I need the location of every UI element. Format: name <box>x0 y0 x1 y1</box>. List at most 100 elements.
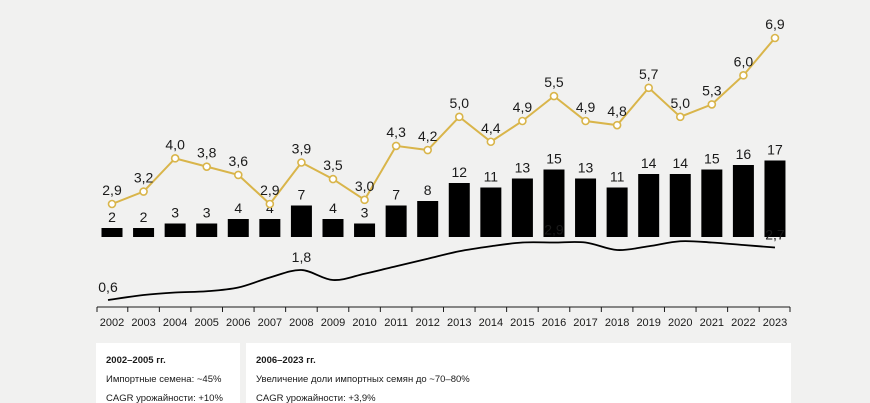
top-series-point <box>549 91 559 101</box>
top-series-label: 4,2 <box>418 128 438 144</box>
top-series-label: 5,0 <box>671 95 691 111</box>
top-series-point <box>423 145 433 155</box>
top-series-label: 5,3 <box>702 82 722 98</box>
top-series-label: 6,0 <box>734 53 754 69</box>
bottom-series-label: 2,7 <box>765 227 785 243</box>
top-series-label: 3,6 <box>229 153 249 169</box>
top-series-point <box>360 195 369 205</box>
bottom-series-label: 1,8 <box>292 249 312 265</box>
top-series-point <box>170 154 180 163</box>
bar-value-label: 3 <box>171 205 179 221</box>
bar-value-label: 15 <box>546 151 562 167</box>
top-series-label: 4,4 <box>481 120 501 136</box>
x-axis-label: 2012 <box>415 317 439 329</box>
top-series-point <box>770 33 780 43</box>
x-axis-label: 2006 <box>226 317 250 329</box>
top-series-label: 5,7 <box>639 66 659 82</box>
bottom-series-curve <box>107 240 776 301</box>
top-series-point <box>297 158 306 167</box>
top-series-point <box>391 141 401 151</box>
x-axis-label: 2010 <box>352 317 376 329</box>
top-series-line <box>111 37 776 206</box>
bar-value-label: 14 <box>672 155 688 171</box>
bars-layer: 223344743781211131513111414151617 <box>101 142 786 237</box>
bar <box>290 205 312 237</box>
x-axis-label: 2013 <box>447 317 471 329</box>
x-axis-label: 2003 <box>131 317 155 329</box>
top-series-point <box>233 170 243 180</box>
x-axis-label: 2019 <box>636 317 660 329</box>
x-axis-label: 2017 <box>573 317 597 329</box>
bottom-series-label: 2,9 <box>544 222 564 238</box>
x-axis-label: 2009 <box>321 317 345 329</box>
top-series-label: 3,5 <box>323 157 343 173</box>
bar <box>101 228 123 237</box>
panel-line: CAGR урожайности: +10% <box>106 393 223 403</box>
top-series-point <box>202 162 212 171</box>
top-series-label: 3,8 <box>197 145 217 161</box>
x-axis-label: 2011 <box>384 317 408 329</box>
top-series-point <box>139 187 148 196</box>
top-series-point <box>265 199 275 209</box>
bottom-curve-layer: 0,6 1,8 2,9 2,7 <box>98 222 785 301</box>
top-series-label: 6,9 <box>765 16 785 32</box>
top-series-label: 4,9 <box>576 99 596 115</box>
x-axis-label: 2022 <box>731 317 755 329</box>
bar <box>669 174 691 237</box>
top-series-label: 4,3 <box>386 124 406 140</box>
top-series-point <box>486 137 496 147</box>
bar <box>511 178 533 237</box>
bar-value-label: 17 <box>767 142 783 158</box>
x-axis-ticks: 2002 2003 2004 2005 2006 2007 2008 2009 2010 2011… <box>96 307 791 329</box>
bar <box>480 187 502 237</box>
panel-title: 2002–2005 гг. <box>106 355 166 366</box>
top-series-label: 4,9 <box>513 99 533 115</box>
info-panel-2006-2023: 2006–2023 гг. Увеличение доли импортных … <box>246 343 791 403</box>
top-series-label: 3,0 <box>355 178 375 194</box>
bar <box>764 160 786 237</box>
bar <box>448 183 470 237</box>
x-axis-label: 2015 <box>510 317 534 329</box>
bar-value-label: 11 <box>484 169 499 185</box>
bar-value-label: 14 <box>641 155 657 171</box>
bar <box>732 165 754 237</box>
bar <box>638 174 660 237</box>
top-series-label: 3,2 <box>134 170 154 186</box>
panel-line: Импортные семена: ~45% <box>106 374 222 385</box>
x-axis-label: 2023 <box>763 317 787 329</box>
x-axis-label: 2005 <box>194 317 218 329</box>
top-series-label: 5,5 <box>544 74 564 90</box>
top-series-label: 4,0 <box>165 136 185 152</box>
top-series-point <box>644 83 653 93</box>
bar-value-label: 13 <box>578 160 594 176</box>
bar-value-label: 7 <box>298 187 306 203</box>
x-axis-label: 2004 <box>163 317 187 329</box>
bar-value-label: 2 <box>140 209 148 225</box>
bar-value-label: 11 <box>610 169 625 185</box>
bar-value-label: 3 <box>361 205 369 221</box>
top-series-point <box>581 116 590 126</box>
bar <box>227 219 249 237</box>
info-panel-2002-2005: 2002–2005 гг. Импортные семена: ~45% CAG… <box>96 343 240 403</box>
bar <box>259 219 281 237</box>
bar <box>133 228 155 237</box>
top-series-label: 4,8 <box>607 103 627 119</box>
top-series-label: 5,0 <box>450 95 470 111</box>
bar-value-label: 4 <box>234 200 242 216</box>
bar-value-label: 12 <box>451 164 467 180</box>
panel-line: Увеличение доли импортных семян до ~70–8… <box>256 374 470 385</box>
top-series-label: 2,9 <box>102 182 122 198</box>
top-series-label: 2,9 <box>260 182 280 198</box>
top-series-point <box>675 112 685 122</box>
top-series-point <box>739 71 748 80</box>
combo-chart: 223344743781211131513111414151617 2,93,2… <box>96 16 791 329</box>
top-series-point <box>518 116 527 126</box>
bar-value-label: 13 <box>515 160 531 176</box>
bar <box>354 223 376 237</box>
bar-value-label: 15 <box>704 151 720 167</box>
top-line-layer: 2,9 3,2 4,0 3,8 3,6 2,9 3,9 3,5 3,0 4,3 4,2 5,0 4,4 4… <box>102 16 785 209</box>
x-axis-label: 2008 <box>289 317 313 329</box>
x-axis-label: 2007 <box>258 317 282 329</box>
panel-line: CAGR урожайности: +3,9% <box>256 393 376 403</box>
x-axis-label: 2014 <box>479 317 503 329</box>
